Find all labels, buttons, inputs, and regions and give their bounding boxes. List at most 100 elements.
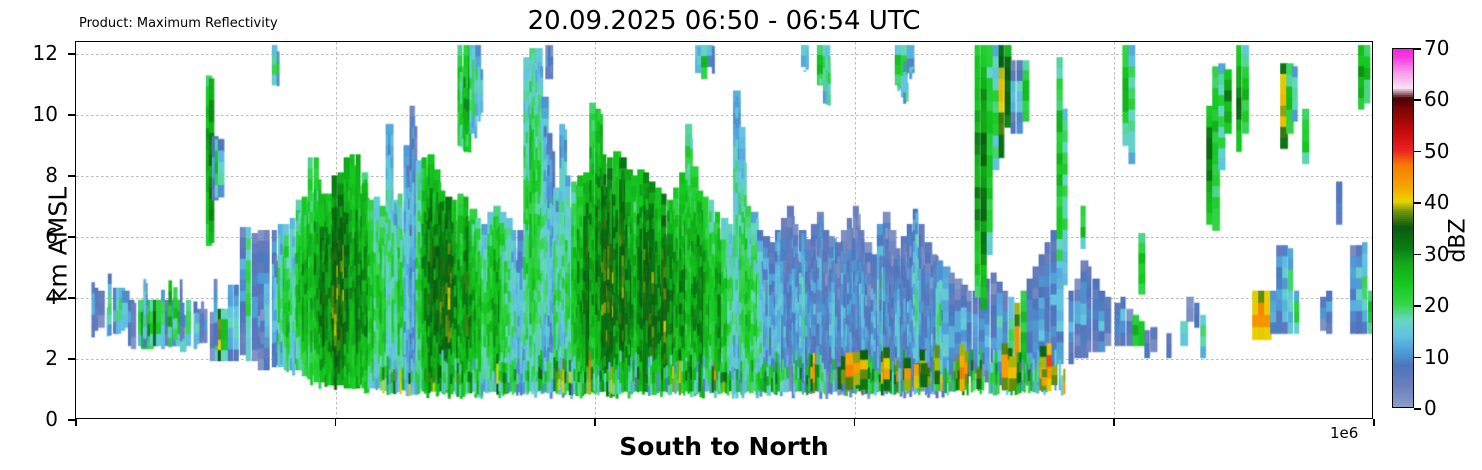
colorbar-segment: [1393, 120, 1413, 123]
y-tick-label: 2: [45, 346, 58, 371]
colorbar-segment: [1393, 170, 1413, 173]
colorbar-segment: [1393, 250, 1413, 253]
colorbar-segment: [1393, 360, 1413, 363]
colorbar-tick-mark: [1414, 305, 1421, 307]
colorbar-segment: [1393, 196, 1413, 199]
colorbar-segment: [1393, 256, 1413, 259]
colorbar-segment: [1393, 348, 1413, 351]
colorbar-segment: [1393, 330, 1413, 333]
y-tick-label: 6: [45, 224, 58, 249]
colorbar-segment: [1393, 192, 1413, 195]
colorbar-segment: [1393, 328, 1413, 331]
colorbar-segment: [1393, 306, 1413, 309]
colorbar-segment: [1393, 220, 1413, 223]
colorbar-segment: [1393, 106, 1413, 109]
x-tick-mark: [1113, 419, 1115, 426]
colorbar-segment: [1393, 368, 1413, 371]
colorbar-segment: [1393, 66, 1413, 69]
colorbar-segment: [1393, 270, 1413, 273]
colorbar-segment: [1393, 370, 1413, 373]
colorbar-segment: [1393, 320, 1413, 323]
colorbar-tick-label: 30: [1424, 241, 1450, 266]
colorbar-segment: [1393, 128, 1413, 131]
colorbar-segment: [1393, 310, 1413, 313]
colorbar-segment: [1393, 344, 1413, 347]
colorbar-segment: [1393, 150, 1413, 153]
colorbar-segment: [1393, 178, 1413, 181]
colorbar-segment: [1393, 202, 1413, 205]
colorbar-segment: [1393, 148, 1413, 151]
colorbar-segment: [1393, 118, 1413, 121]
colorbar-segment: [1393, 390, 1413, 393]
colorbar-segment: [1393, 298, 1413, 301]
colorbar-segment: [1393, 166, 1413, 169]
y-tick-label: 12: [32, 41, 58, 66]
colorbar-segment: [1393, 116, 1413, 119]
colorbar-segment: [1393, 304, 1413, 307]
colorbar-tick-label: 10: [1424, 344, 1450, 369]
colorbar-segment: [1393, 300, 1413, 303]
colorbar-segment: [1393, 212, 1413, 215]
colorbar-segment: [1393, 182, 1413, 185]
colorbar-segment: [1393, 268, 1413, 271]
colorbar-segment: [1393, 138, 1413, 141]
colorbar-segment: [1393, 62, 1413, 65]
colorbar-segment: [1393, 94, 1413, 97]
colorbar-segment: [1393, 168, 1413, 171]
colorbar-segment: [1393, 258, 1413, 261]
y-tick-mark: [68, 358, 75, 360]
colorbar-segment: [1393, 364, 1413, 367]
colorbar-segment: [1393, 104, 1413, 107]
colorbar-segment: [1393, 288, 1413, 291]
colorbar-segment: [1393, 102, 1413, 105]
colorbar-segment: [1393, 236, 1413, 239]
figure-title: 20.09.2025 06:50 - 06:54 UTC: [527, 6, 921, 36]
colorbar-segment: [1393, 90, 1413, 93]
colorbar-segment: [1393, 152, 1413, 155]
colorbar-segment: [1393, 58, 1413, 61]
colorbar-segment: [1393, 174, 1413, 177]
x-tick-mark: [1373, 419, 1375, 426]
colorbar-segment: [1393, 64, 1413, 67]
colorbar-segment: [1393, 242, 1413, 245]
colorbar-segment: [1393, 204, 1413, 207]
colorbar-segment: [1393, 350, 1413, 353]
colorbar-segment: [1393, 276, 1413, 279]
colorbar-segment: [1393, 266, 1413, 269]
colorbar-segment: [1393, 294, 1413, 297]
colorbar-segment: [1393, 244, 1413, 247]
colorbar-segment: [1393, 290, 1413, 293]
colorbar-segment: [1393, 160, 1413, 163]
colorbar-segment: [1393, 336, 1413, 339]
colorbar-segment: [1393, 366, 1413, 369]
colorbar-segment: [1393, 114, 1413, 117]
colorbar-segment: [1393, 208, 1413, 211]
colorbar-segment: [1393, 100, 1413, 103]
colorbar-segment: [1393, 402, 1413, 405]
y-tick-mark: [68, 419, 75, 421]
colorbar-segment: [1393, 260, 1413, 263]
colorbar-segment: [1393, 358, 1413, 361]
colorbar-tick-label: 40: [1424, 190, 1450, 215]
colorbar-segment: [1393, 324, 1413, 327]
colorbar-segment: [1393, 392, 1413, 395]
colorbar-segment: [1393, 314, 1413, 317]
colorbar-segment: [1393, 130, 1413, 133]
colorbar-segment: [1393, 222, 1413, 225]
colorbar-segment: [1393, 48, 1413, 49]
colorbar-segment: [1393, 172, 1413, 175]
colorbar-segment: [1393, 356, 1413, 359]
colorbar-segment: [1393, 82, 1413, 85]
colorbar-segment: [1393, 180, 1413, 183]
colorbar-segment: [1393, 254, 1413, 257]
colorbar-segment: [1393, 404, 1413, 407]
colorbar-segment: [1393, 144, 1413, 147]
colorbar-segment: [1393, 108, 1413, 111]
x-axis-exponent: 1e6: [1330, 424, 1359, 442]
colorbar-segment: [1393, 112, 1413, 115]
colorbar-segment: [1393, 322, 1413, 325]
colorbar-segment: [1393, 176, 1413, 179]
colorbar-segment: [1393, 378, 1413, 381]
colorbar-segment: [1393, 382, 1413, 385]
